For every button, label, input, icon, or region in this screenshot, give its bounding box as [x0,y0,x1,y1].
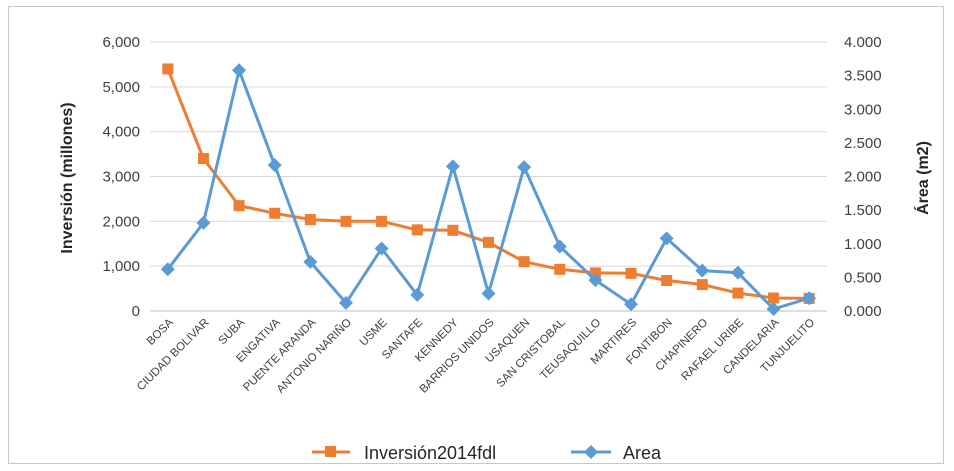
data-point-inversion [554,263,566,275]
data-point-area [445,159,460,174]
data-point-area [338,295,353,310]
right-tick-label: 4.000 [844,34,882,51]
data-point-inversion [411,224,423,236]
legend-label-inversion: Inversión2014fdl [364,443,496,463]
left-axis-title: Inversión (millones) [59,102,76,253]
left-tick-label: 2,000 [102,213,140,230]
series-line-inversion [166,68,810,300]
data-point-inversion [197,153,209,165]
data-point-inversion [732,287,744,299]
data-point-area [374,241,389,256]
data-point-area [659,231,674,246]
legend-item-area: Area [571,443,662,463]
data-point-inversion [625,267,637,279]
data-point-inversion [340,215,352,227]
data-point-area [481,286,496,301]
left-tick-label: 1,000 [102,258,140,275]
data-point-area [588,273,603,288]
data-point-area [267,158,282,173]
data-point-inversion [589,267,601,279]
series-group [160,63,817,316]
series-line-area [166,68,810,311]
data-point-inversion [696,279,708,291]
left-axis-ticks: 0 1,000 2,000 3,000 4,000 5,000 6,000 [102,34,140,320]
right-tick-label: 2.000 [844,169,882,186]
right-tick-label: 3.500 [844,68,882,85]
right-tick-label: 0.500 [844,269,882,286]
chart-frame [8,6,944,464]
left-tick-label: 4,000 [102,124,140,141]
right-tick-label: 2.500 [844,135,882,152]
right-tick-label: 3.000 [844,101,882,118]
data-point-inversion [376,215,388,227]
data-point-inversion [768,292,780,304]
category-label: BOSA [145,316,176,347]
data-point-area [552,239,567,254]
category-label: RAFAEL URIBE [680,316,747,383]
right-tick-label: 1.000 [844,236,882,253]
left-tick-label: 6,000 [102,34,140,51]
category-label: CIUDAD BOLIVAR [135,317,212,394]
category-label: USME [358,316,390,348]
data-point-inversion [233,200,245,212]
legend-item-inversion: Inversión2014fdl [312,443,496,463]
data-point-area [802,291,817,306]
right-tick-label: 0.000 [844,303,882,320]
data-point-inversion [483,236,494,248]
data-point-inversion [447,224,459,236]
data-point-area [410,287,425,302]
data-point-inversion [162,63,174,75]
right-axis-title: Área (m2) [913,141,932,215]
data-point-area [196,215,211,230]
data-point-area [766,301,781,316]
left-tick-label: 0 [132,303,140,320]
data-point-inversion [304,214,316,226]
data-point-inversion [269,207,281,219]
legend-label-area: Area [623,443,662,463]
data-point-area [232,63,247,78]
data-point-area [517,160,532,175]
data-point-area [303,254,318,269]
data-point-area [160,262,175,277]
left-tick-label: 5,000 [102,79,140,96]
data-point-area [624,297,639,312]
data-point-area [730,265,745,280]
right-tick-label: 1.500 [844,202,882,219]
data-point-area [695,263,710,278]
category-label: TEUSAQUILLO [538,317,603,382]
data-point-inversion [661,275,673,287]
legend: Inversión2014fdl Area [312,443,662,463]
category-label: SUBA [217,316,248,347]
right-axis-ticks: 0.000 0.500 1.000 1.500 2.000 2.500 3.000 3.500… [844,34,882,320]
legend-marker-square [325,446,336,457]
left-tick-label: 3,000 [102,169,140,186]
data-point-inversion [518,256,530,268]
legend-marker-diamond [584,445,598,459]
